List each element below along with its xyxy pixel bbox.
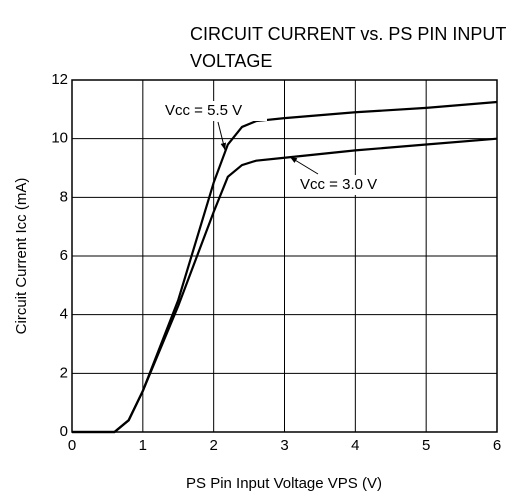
x-tick-label: 2 — [209, 437, 217, 454]
legend-bg — [298, 175, 402, 195]
plot-frame — [71, 79, 498, 433]
y-tick-label: 4 — [60, 306, 68, 323]
series-line — [72, 137, 498, 434]
chart-title: VOLTAGE — [190, 51, 272, 71]
annotation-arrow — [289, 156, 319, 175]
x-tick-label: 0 — [68, 437, 76, 454]
y-tick-label: 6 — [60, 247, 68, 264]
y-tick-label: 12 — [51, 71, 68, 88]
y-tick-label: 0 — [60, 423, 68, 440]
y-axis-label: Circuit Current Icc (mA) — [13, 178, 30, 335]
series-label: Vcc = 3.0 V — [300, 176, 377, 193]
y-tick-label: 8 — [60, 188, 68, 205]
x-tick-label: 1 — [139, 437, 147, 454]
legend-bg — [163, 101, 267, 121]
x-tick-label: 5 — [422, 437, 430, 454]
chart-title: CIRCUIT CURRENT vs. PS PIN INPUT — [190, 24, 506, 44]
x-tick-label: 6 — [493, 437, 501, 454]
annotation-arrow — [217, 121, 227, 151]
y-tick-label: 10 — [51, 130, 68, 147]
x-tick-label: 3 — [280, 437, 288, 454]
x-axis-label: PS Pin Input Voltage VPS (V) — [186, 475, 382, 492]
y-tick-label: 2 — [60, 364, 68, 381]
series-label: Vcc = 5.5 V — [165, 102, 242, 119]
x-tick-label: 4 — [351, 437, 359, 454]
